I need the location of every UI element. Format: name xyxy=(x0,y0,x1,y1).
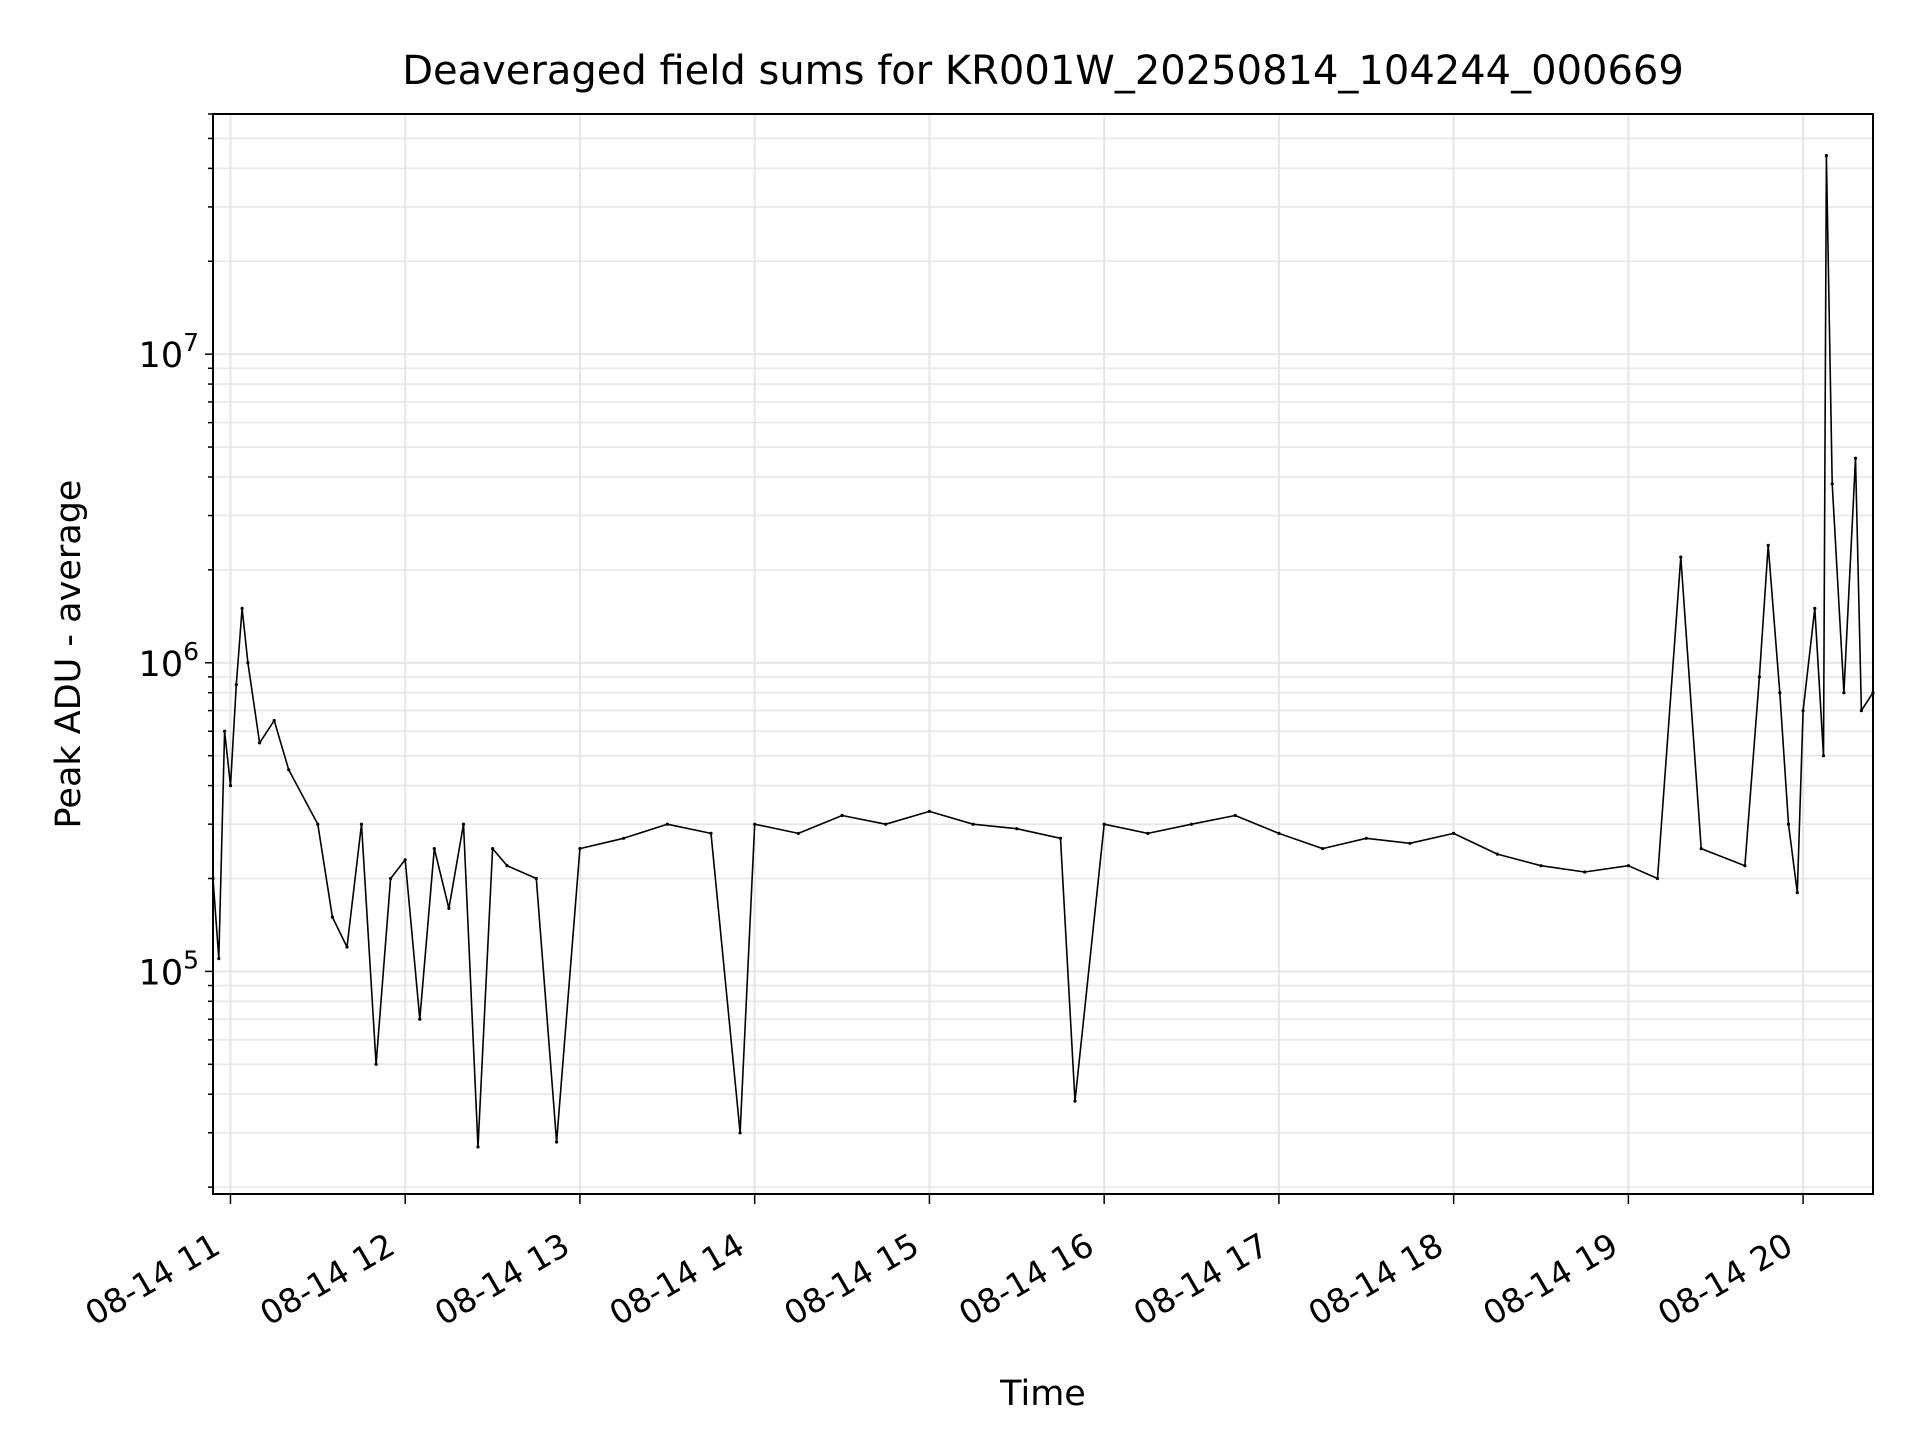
data-point xyxy=(447,906,451,911)
data-point xyxy=(374,1062,378,1066)
data-point xyxy=(228,784,233,788)
data-point xyxy=(476,1145,480,1149)
data-point xyxy=(1842,691,1846,695)
data-point xyxy=(240,606,244,611)
data-point xyxy=(1859,709,1863,713)
data-point xyxy=(491,847,495,851)
data-point xyxy=(461,822,466,826)
data-point xyxy=(1813,606,1817,611)
data-point xyxy=(217,957,221,961)
data-point xyxy=(840,813,844,818)
data-point xyxy=(971,822,975,826)
data-point xyxy=(505,864,509,868)
data-point xyxy=(1452,831,1456,836)
data-point xyxy=(622,836,626,840)
data-point xyxy=(1073,1099,1077,1103)
data-point xyxy=(316,822,320,826)
y-tick-label: 106 xyxy=(139,637,199,685)
y-tick-label: 107 xyxy=(139,328,199,376)
data-point xyxy=(1321,847,1325,851)
data-point xyxy=(418,1017,422,1021)
data-point xyxy=(1786,822,1791,826)
data-point xyxy=(345,945,349,949)
data-point xyxy=(753,822,757,826)
data-point xyxy=(884,822,888,826)
data-point xyxy=(1539,864,1543,868)
data-point xyxy=(1626,864,1630,868)
data-point xyxy=(1830,482,1834,486)
data-point xyxy=(1102,822,1106,826)
y-axis-label: Peak ADU - average xyxy=(49,480,89,829)
data-point xyxy=(287,768,291,772)
data-point xyxy=(1757,675,1761,679)
plot-area xyxy=(211,154,1875,1149)
data-point xyxy=(389,876,393,881)
data-point xyxy=(1821,754,1826,758)
data-point xyxy=(738,1131,742,1135)
data-point xyxy=(1058,836,1063,840)
data-point xyxy=(1364,836,1368,840)
data-point xyxy=(1795,891,1799,895)
data-point xyxy=(1679,555,1683,559)
data-point xyxy=(1743,864,1747,868)
data-point xyxy=(927,809,932,814)
data-point xyxy=(1766,543,1770,548)
data-point xyxy=(1408,841,1412,845)
data-point xyxy=(1778,691,1782,695)
data-point xyxy=(359,822,364,826)
data-point xyxy=(1233,813,1237,818)
chart-title: Deaveraged field sums for KR001W_2025081… xyxy=(402,48,1684,94)
data-point xyxy=(258,741,262,745)
x-axis-label: Time xyxy=(999,1374,1086,1414)
data-point xyxy=(1699,847,1703,851)
data-point xyxy=(223,729,227,733)
grid xyxy=(213,113,1873,1194)
data-point xyxy=(246,661,250,665)
data-point xyxy=(1583,870,1587,874)
axes-frame xyxy=(212,113,1874,1195)
data-point xyxy=(1277,831,1281,836)
data-point xyxy=(234,683,238,687)
data-point xyxy=(534,876,538,881)
data-point xyxy=(1495,852,1499,856)
data-point xyxy=(555,1140,559,1144)
data-point xyxy=(578,847,582,851)
data-point xyxy=(403,858,407,862)
data-point xyxy=(1189,822,1194,826)
data-point xyxy=(330,915,334,919)
data-point xyxy=(796,831,801,836)
data-point xyxy=(1824,154,1828,158)
data-point xyxy=(709,831,713,836)
data-point xyxy=(665,822,669,826)
y-tick-label: 105 xyxy=(139,945,199,993)
data-point xyxy=(1853,456,1858,460)
data-point xyxy=(432,847,436,851)
data-point xyxy=(1146,831,1150,836)
data-point xyxy=(1801,709,1805,713)
data-point xyxy=(1655,876,1660,881)
data-point xyxy=(1015,827,1019,831)
data-point xyxy=(272,718,276,723)
